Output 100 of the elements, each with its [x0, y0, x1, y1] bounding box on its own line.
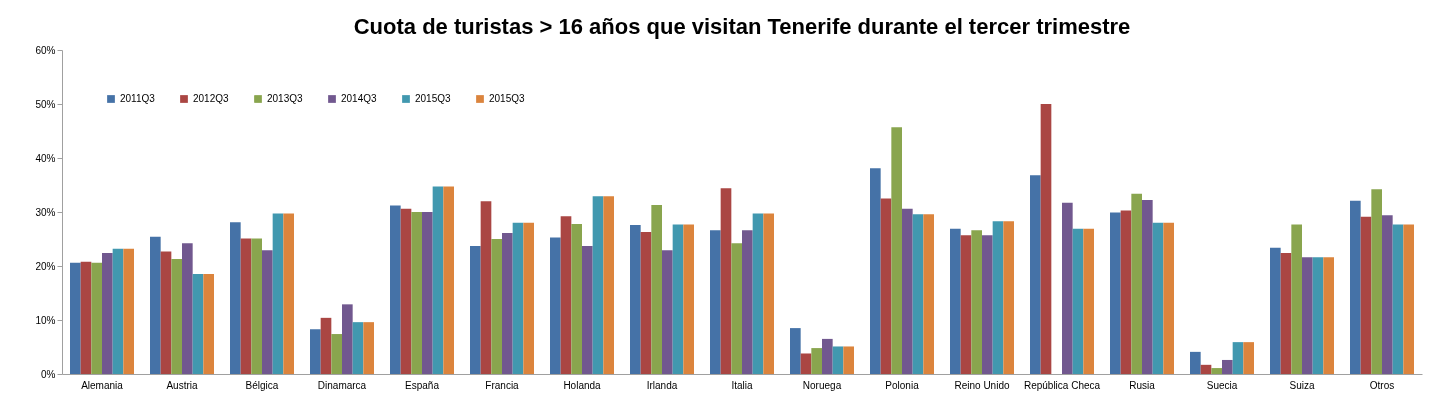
- bar: [982, 235, 993, 374]
- bar: [102, 253, 113, 374]
- bar: [480, 201, 492, 374]
- bar: [1302, 257, 1313, 374]
- bar: [822, 338, 833, 374]
- x-tick-label: Rusia: [1129, 379, 1156, 391]
- legend-label: 2011Q3: [120, 93, 156, 104]
- bar: [683, 224, 694, 374]
- bar: [1360, 216, 1372, 374]
- bar: [432, 186, 444, 374]
- bar: [1040, 104, 1052, 374]
- bar: [310, 329, 321, 374]
- bar: [811, 348, 822, 374]
- bar: [523, 222, 534, 374]
- bar: [1270, 247, 1281, 374]
- bar: [960, 235, 972, 374]
- bar: [992, 221, 1004, 374]
- x-tick-label: Noruega: [802, 379, 842, 391]
- bar: [171, 258, 182, 374]
- bar: [1110, 212, 1121, 374]
- bar: [230, 222, 241, 374]
- bar: [720, 188, 732, 374]
- bar: [272, 213, 284, 374]
- bar: [1120, 210, 1132, 374]
- bar: [1211, 368, 1222, 374]
- x-tick-label: Polonia: [885, 379, 920, 391]
- bar: [1371, 189, 1382, 374]
- bar: [1152, 222, 1164, 374]
- legend-label: 2015Q3: [489, 93, 526, 104]
- bar: [1232, 342, 1244, 374]
- bar: [240, 238, 252, 374]
- bar: [1200, 364, 1212, 374]
- chart-title: Cuota de turistas > 16 años que visitan Tenerife durante el tercer trimestre: [353, 14, 1131, 39]
- bar: [1392, 224, 1404, 374]
- bar: [203, 274, 214, 374]
- y-tick-label: 30%: [35, 206, 56, 218]
- x-tick-label: Suiza: [1289, 379, 1315, 391]
- bar: [742, 230, 753, 374]
- bar: [470, 246, 481, 374]
- bar: [192, 274, 204, 374]
- bar: [592, 196, 604, 374]
- x-tick-label: Otros: [1369, 379, 1395, 391]
- bar: [651, 204, 662, 374]
- bar: [891, 127, 902, 374]
- bar: [832, 346, 844, 374]
- x-tick-label: Dinamarca: [317, 379, 367, 391]
- bar: [662, 250, 673, 374]
- bar: [1131, 193, 1142, 374]
- bar: [411, 212, 422, 374]
- x-tick-label: Italia: [731, 379, 753, 391]
- bar: [550, 237, 561, 374]
- bar: [283, 213, 294, 374]
- bar: [843, 346, 854, 374]
- bar: [1350, 200, 1361, 374]
- bar: [1280, 253, 1292, 374]
- bar: [1323, 257, 1334, 374]
- bar: [1222, 359, 1233, 374]
- bar: [763, 213, 774, 374]
- bar: [880, 198, 892, 374]
- bar: [971, 230, 982, 374]
- bar: [150, 236, 161, 374]
- bar: [390, 205, 401, 374]
- bar: [1163, 222, 1174, 374]
- bar: [1062, 202, 1073, 374]
- bar: [400, 208, 412, 374]
- bar: [182, 243, 193, 374]
- legend-label: 2014Q3: [341, 93, 378, 104]
- bar: [1190, 351, 1201, 374]
- bar: [630, 224, 641, 374]
- bar: [1403, 224, 1414, 374]
- y-tick-label: 50%: [35, 98, 56, 110]
- bar: [902, 208, 913, 374]
- bar: [443, 186, 454, 374]
- bar: [262, 250, 273, 374]
- bar: [710, 230, 721, 374]
- bar: [923, 214, 934, 374]
- bar: [672, 224, 684, 374]
- x-tick-label: Austria: [166, 379, 198, 391]
- legend-label: 2012Q3: [193, 93, 230, 104]
- bar: [912, 214, 924, 374]
- bar: [112, 248, 124, 374]
- bar: [502, 233, 513, 374]
- bar: [363, 322, 374, 374]
- bar: [320, 317, 332, 374]
- bar: [790, 328, 801, 374]
- x-tick-label: Holanda: [563, 379, 602, 391]
- x-tick-label: Alemania: [81, 379, 124, 391]
- x-tick-label: Bélgica: [245, 379, 279, 391]
- x-tick-label: Reino Unido: [954, 379, 1010, 391]
- bar: [70, 262, 81, 374]
- y-tick-label: 20%: [35, 260, 56, 272]
- bar: [582, 246, 593, 374]
- bar: [1291, 224, 1302, 374]
- bar: [571, 223, 582, 374]
- bar: [422, 212, 433, 374]
- bar: [160, 251, 172, 374]
- y-tick-label: 10%: [35, 314, 56, 326]
- bar: [1072, 228, 1084, 374]
- legend-label: 2015Q3: [415, 93, 452, 104]
- bar: [80, 261, 92, 374]
